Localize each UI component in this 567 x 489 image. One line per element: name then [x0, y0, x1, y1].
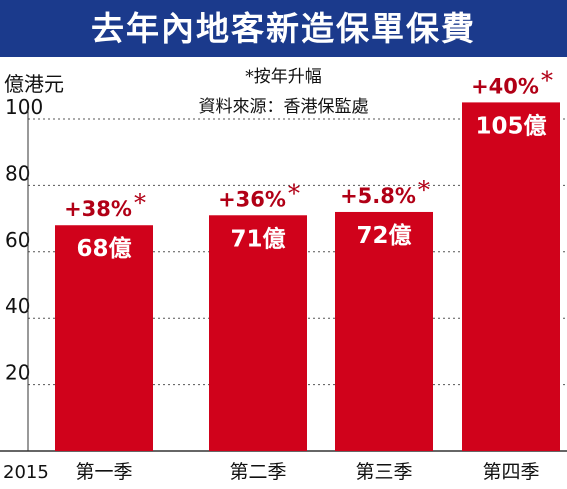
growth-asterisk: *	[418, 176, 430, 204]
x-tick-label: 第二季	[229, 461, 286, 483]
note-asterisk-legend: *按年升幅	[245, 67, 322, 87]
note-source: 資料來源：香港保監處	[198, 97, 369, 117]
x-tick-label: 第三季	[355, 461, 412, 483]
y-tick-label: 80	[5, 161, 30, 185]
y-tick-label: 20	[5, 361, 30, 385]
y-axis-label: 億港元	[4, 72, 64, 96]
bar	[55, 225, 153, 451]
title-bar	[0, 0, 567, 57]
bar	[462, 102, 560, 452]
bar	[335, 211, 433, 451]
growth-label: +36%	[218, 187, 286, 211]
growth-asterisk: *	[288, 179, 300, 207]
bar-value-label: 105億	[475, 112, 546, 139]
bar-value-label: 68億	[76, 235, 131, 262]
y-tick-label: 100	[5, 95, 43, 119]
growth-label: +5.8%	[340, 184, 416, 208]
growth-asterisk: *	[134, 189, 146, 217]
bar	[209, 215, 307, 451]
bar-value-label: 71億	[230, 225, 285, 252]
y-tick-label: 60	[5, 228, 30, 252]
x-year-label: 2015	[3, 462, 49, 483]
chart-title: 去年內地客新造保單保費	[91, 9, 476, 48]
bar-value-label: 72億	[356, 222, 411, 249]
x-tick-label: 第一季	[75, 461, 132, 483]
growth-label: +38%	[64, 197, 132, 221]
x-tick-label: 第四季	[482, 461, 539, 483]
growth-asterisk: *	[541, 66, 553, 94]
y-tick-label: 40	[5, 294, 30, 318]
growth-label: +40%	[471, 74, 539, 98]
